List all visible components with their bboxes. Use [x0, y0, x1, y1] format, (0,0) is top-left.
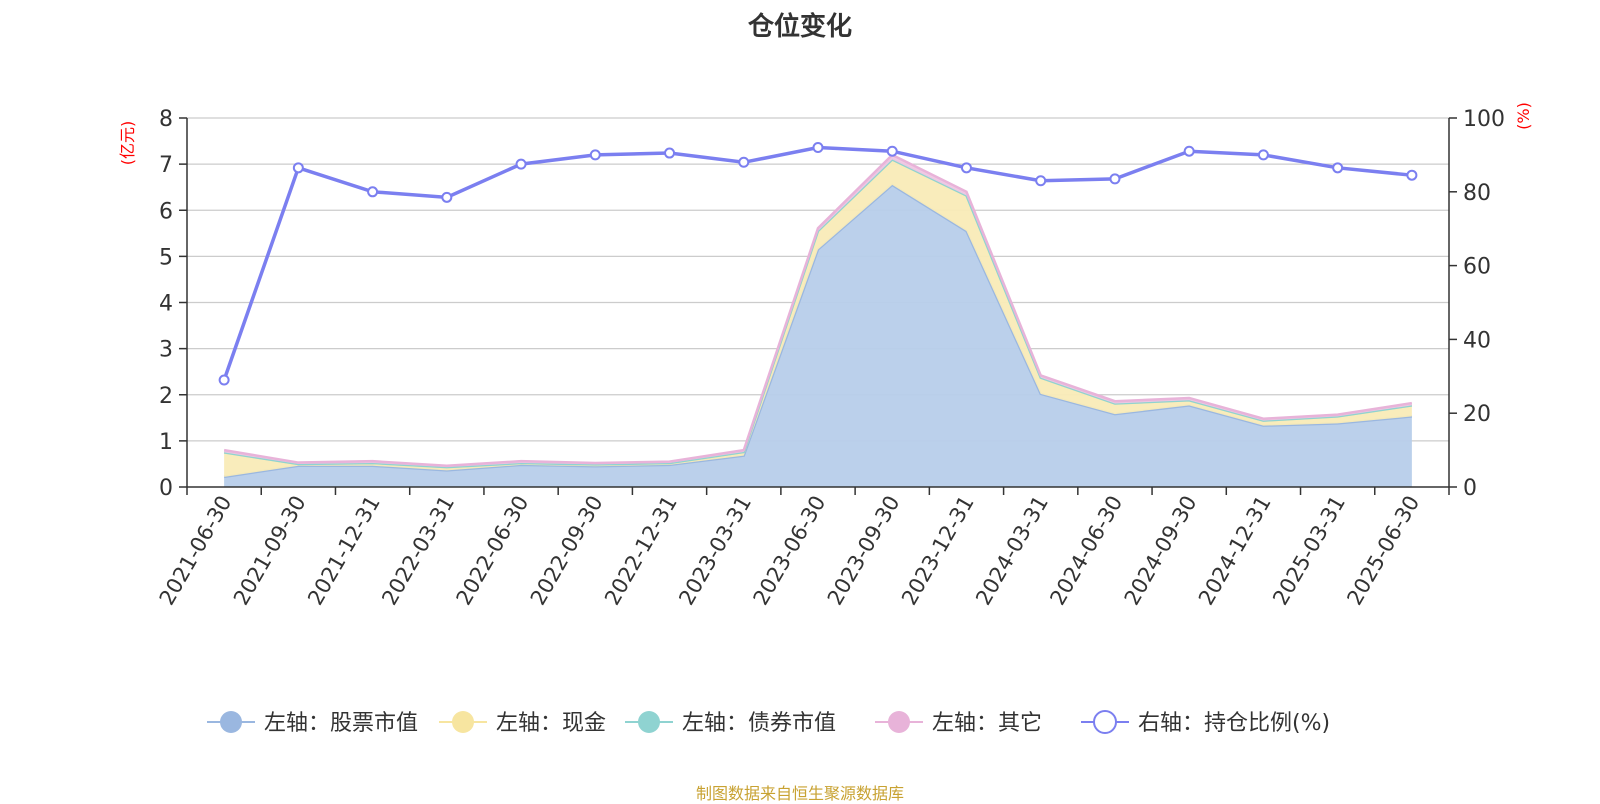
ratio-point	[1109, 173, 1121, 185]
left-axis-tick-label: 5	[159, 245, 173, 270]
left-axis-tick-label: 6	[159, 199, 173, 224]
ratio-point	[441, 191, 453, 203]
x-axis-tick-label: 2025-03-31	[1268, 492, 1350, 610]
x-axis-tick-label: 2022-12-31	[600, 492, 682, 610]
legend-marker	[638, 711, 660, 733]
ratio-point	[292, 162, 304, 174]
legend-marker	[1093, 710, 1117, 734]
x-axis-tick-label: 2023-12-31	[897, 492, 979, 610]
ratio-point	[738, 156, 750, 168]
left-axis-tick-label: 3	[159, 338, 173, 363]
right-axis-tick-label: 0	[1463, 476, 1477, 501]
legend-label: 左轴：现金	[496, 711, 606, 736]
left-axis-tick-label: 0	[159, 476, 173, 501]
right-axis-tick-label: 20	[1463, 402, 1491, 427]
x-axis-tick-label: 2025-06-30	[1342, 492, 1424, 610]
x-axis-tick-label: 2021-12-31	[303, 492, 385, 610]
ratio-point	[1406, 169, 1418, 181]
ratio-point	[367, 186, 379, 198]
x-axis-tick-label: 2023-03-31	[674, 492, 756, 610]
x-axis-tick-label: 2022-06-30	[452, 492, 534, 610]
ratio-point	[664, 147, 676, 159]
ratio-point	[812, 142, 824, 154]
ratio-point	[886, 145, 898, 157]
left-axis-tick-label: 7	[159, 153, 173, 178]
legend-marker	[452, 711, 474, 733]
x-axis-tick-label: 2022-09-30	[526, 492, 608, 610]
left-axis-tick-label: 1	[159, 430, 173, 455]
x-axis-tick-label: 2024-09-30	[1120, 492, 1202, 610]
legend-label: 右轴：持仓比例(%)	[1138, 711, 1330, 736]
x-axis-tick-label: 2024-03-31	[971, 492, 1053, 610]
ratio-point	[1257, 149, 1269, 161]
right-axis-tick-label: 60	[1463, 255, 1491, 280]
chart-title: 仓位变化	[747, 12, 852, 42]
legend-marker	[220, 711, 242, 733]
right-axis-tick-label: 40	[1463, 328, 1491, 353]
left-axis-unit-label: (亿元)	[118, 121, 137, 166]
area-series-0	[224, 184, 1412, 487]
right-axis-unit-label: (%)	[1514, 102, 1533, 130]
x-axis-tick-label: 2024-12-31	[1194, 492, 1276, 610]
ratio-point	[515, 158, 527, 170]
x-axis-tick-label: 2023-09-30	[823, 492, 905, 610]
ratio-point	[1035, 175, 1047, 187]
x-axis-tick-label: 2022-03-31	[377, 492, 459, 610]
legend-label: 左轴：债券市值	[682, 711, 836, 736]
x-axis-tick-label: 2021-06-30	[155, 492, 237, 610]
area-line-series-3	[223, 153, 1413, 468]
legend-label: 左轴：其它	[932, 711, 1042, 736]
left-axis-tick-label: 2	[159, 384, 173, 409]
right-axis-tick-label: 100	[1463, 107, 1505, 132]
ratio-point	[218, 374, 230, 386]
left-axis-tick-label: 8	[159, 107, 173, 132]
x-axis-tick-label: 2021-09-30	[229, 492, 311, 610]
ratio-point	[1332, 162, 1344, 174]
legend-label: 左轴：股票市值	[264, 711, 418, 736]
x-axis-tick-label: 2024-06-30	[1045, 492, 1127, 610]
source-note: 制图数据来自恒生聚源数据库	[695, 784, 904, 803]
ratio-point	[960, 162, 972, 174]
right-axis-tick-label: 80	[1463, 181, 1491, 206]
x-axis-tick-label: 2023-06-30	[749, 492, 831, 610]
left-axis-tick-label: 4	[159, 292, 173, 317]
ratio-point	[1183, 145, 1195, 157]
ratio-point	[589, 149, 601, 161]
legend-marker	[888, 711, 910, 733]
